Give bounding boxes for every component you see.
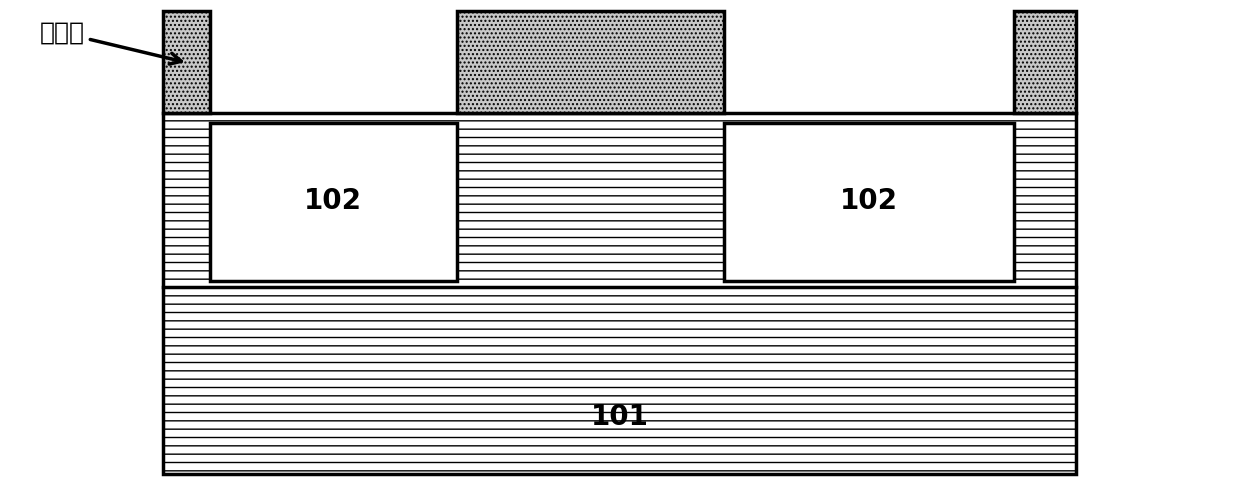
Bar — [209, 123, 457, 281]
Text: 光刻胶: 光刻胶 — [40, 21, 181, 64]
Bar — [1015, 11, 1075, 113]
Text: 102: 102 — [840, 187, 898, 215]
Text: 102: 102 — [305, 187, 362, 215]
Text: 101: 101 — [591, 403, 648, 431]
Bar — [164, 113, 1075, 474]
Bar — [725, 123, 1015, 281]
Bar — [457, 11, 725, 113]
Bar — [164, 11, 209, 113]
